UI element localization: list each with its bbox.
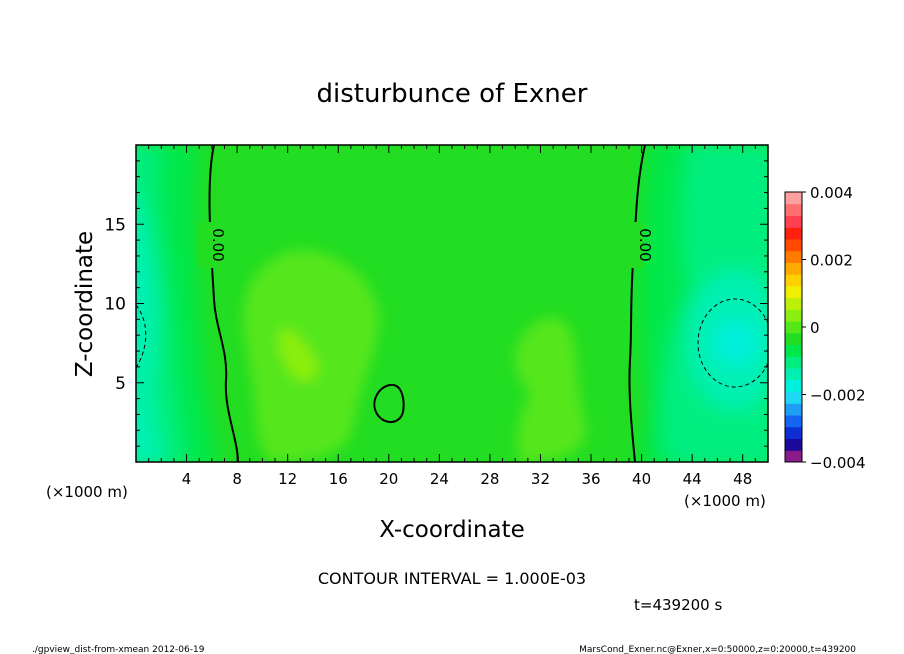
colorbar-swatch (785, 274, 802, 287)
axis-ticks (136, 145, 768, 462)
colorbar-tick-labels: 0.004 0.002 0 −0.002 −0.004 (810, 184, 866, 472)
x-tick-label: 28 (480, 470, 499, 488)
contour-zero-center (373, 383, 405, 423)
x-unit-right: (×1000 m) (684, 492, 766, 510)
colorbar-swatch (785, 203, 802, 216)
x-tick-label: 4 (182, 470, 192, 488)
contour-zero-right (628, 145, 646, 462)
contour-label-left: 0.00 (209, 228, 227, 261)
colorbar-tick-label: −0.002 (810, 387, 866, 405)
positive-blobs (242, 250, 586, 462)
colorbar-tick-label: −0.004 (810, 454, 866, 472)
colorbar-swatch (785, 285, 802, 299)
x-tick-label: 24 (430, 470, 449, 488)
colorbar-swatch (785, 262, 802, 275)
colorbar-tick-label: 0 (810, 319, 820, 337)
x-tick-label: 8 (232, 470, 242, 488)
time-text: t=439200 s (634, 596, 722, 614)
x-tick-label: 40 (632, 470, 651, 488)
contour-label-right: 0.00 (636, 228, 654, 261)
colorbar-swatch (785, 368, 802, 381)
colorbar (784, 191, 806, 463)
y-tick-label: 5 (115, 374, 126, 394)
x-axis-label: X-coordinate (379, 517, 525, 543)
colorbar-swatch (785, 426, 802, 440)
colorbar-swatch (785, 297, 802, 310)
x-tick-label: 12 (278, 470, 297, 488)
contour-negative-right (697, 298, 768, 388)
y-tick-label: 15 (104, 215, 126, 235)
x-unit-left: (×1000 m) (46, 483, 128, 501)
y-axis-label: Z-coordinate (72, 231, 98, 377)
colorbar-swatch (785, 215, 802, 228)
y-tick-labels: 5 10 15 (104, 215, 126, 394)
colorbar-swatch (785, 332, 802, 346)
colorbar-swatch (785, 227, 802, 240)
x-tick-label: 16 (329, 470, 348, 488)
colorbar-swatch (785, 238, 802, 252)
field-shading (136, 145, 768, 462)
colorbar-swatch (785, 403, 802, 416)
colorbar-swatch (785, 379, 802, 393)
colorbar-swatch (785, 321, 802, 334)
colorbar-swatch (785, 450, 802, 463)
contour-interval-text: CONTOUR INTERVAL = 1.000E-03 (318, 569, 586, 588)
colorbar-swatch (785, 356, 802, 369)
colorbar-swatch (785, 415, 802, 428)
footer-right: MarsCond_Exner.nc@Exner,x=0:50000,z=0:20… (579, 645, 856, 654)
colorbar-swatch (785, 309, 802, 322)
chart-title: disturbunce of Exner (317, 79, 588, 109)
colorbar-swatch (785, 344, 802, 357)
x-tick-label: 32 (531, 470, 550, 488)
x-tick-label: 48 (733, 470, 752, 488)
right-negative-band (639, 145, 768, 462)
footer-left: ./gpview_dist-from-xmean 2012-06-19 (32, 645, 205, 654)
colorbar-swatch (785, 250, 802, 263)
colorbar-swatch (785, 391, 802, 404)
contour-negative-left (136, 304, 147, 369)
colorbar-tick-label: 0.002 (810, 252, 853, 270)
x-tick-label: 20 (379, 470, 398, 488)
left-negative-band (136, 145, 219, 462)
colorbar-swatch (785, 438, 802, 451)
y-tick-label: 10 (104, 295, 126, 315)
colorbar-swatch (785, 192, 802, 205)
colorbar-tick-label: 0.004 (810, 184, 853, 202)
x-tick-label: 44 (683, 470, 702, 488)
contour-zero-left (208, 145, 239, 462)
x-tick-labels: 4 8 12 16 20 24 28 32 36 40 44 48 (182, 470, 752, 488)
x-tick-label: 36 (581, 470, 600, 488)
